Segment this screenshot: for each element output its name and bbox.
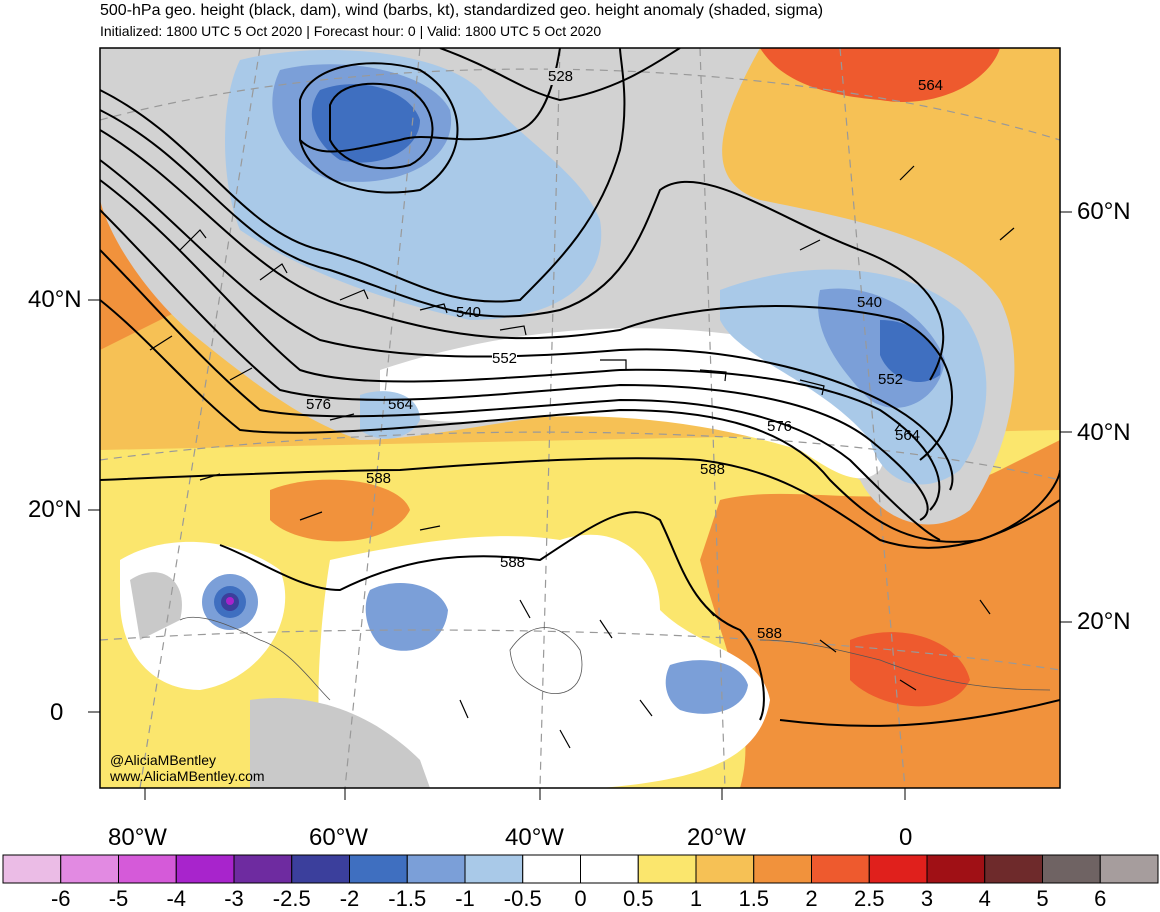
colorbar-swatch [811, 854, 870, 884]
lon-label: 20°W [687, 824, 746, 851]
colorbar-swatch [580, 854, 639, 884]
colorbar-tick-label: -2 [339, 886, 360, 911]
contour-label: 564 [918, 77, 944, 94]
colorbar-tick-label: 6 [1094, 886, 1107, 911]
anomaly-red-africa [850, 632, 970, 707]
anomaly-blue-greenland-3 [311, 84, 420, 163]
colorbar-tick-label: -0.5 [503, 886, 542, 911]
lon-label: 80°W [108, 824, 167, 851]
colorbar-swatch [637, 854, 697, 884]
colorbar-tick-label: 4 [978, 886, 991, 911]
colorbar-tick-label: 1.5 [738, 886, 770, 911]
colorbar-swatch [2, 854, 62, 884]
colorbar-tick-label: -4 [166, 886, 187, 911]
anomaly-blue-europe-3 [880, 320, 941, 383]
map-title: 500-hPa geo. height (black, dam), wind (… [100, 2, 824, 19]
colorbar-swatch [60, 854, 119, 884]
contour-label: 528 [548, 68, 574, 85]
colorbar-tick-label: 5 [1036, 886, 1049, 911]
colorbar-tick-label: -3 [224, 886, 244, 911]
contour-label: 588 [757, 625, 783, 642]
colorbar-swatch [406, 854, 466, 884]
contour-label: 552 [878, 371, 904, 388]
colorbar-tick-label: -6 [50, 886, 71, 911]
colorbar-swatch [695, 854, 755, 884]
lon-label: 40°W [505, 824, 564, 851]
colorbar-tick-label: 0.5 [622, 886, 654, 911]
colorbar-tick-label: 2.5 [853, 886, 885, 911]
credit-website: www.AliciaMBentley.com [110, 768, 265, 784]
coastlines [179, 616, 1051, 701]
frame-ticks [88, 211, 1072, 800]
colorbar-swatch [1099, 854, 1159, 884]
height-contours [100, 48, 1060, 727]
anomaly-blue-tropics-2 [665, 660, 748, 714]
map-frame [99, 47, 1061, 789]
contour-label: 576 [767, 418, 793, 435]
colorbar-swatch [464, 854, 524, 884]
colorbar-swatch [868, 854, 928, 884]
land-south-america [250, 698, 430, 788]
wind-barbs [149, 165, 1015, 749]
colorbar-swatch [175, 854, 235, 884]
colorbar-tick-label: 1 [689, 886, 703, 911]
colorbar-swatch [753, 854, 812, 884]
contour-label: 564 [388, 396, 414, 413]
anomaly-blue-tropics-1 [365, 582, 448, 651]
credit-handle: @AliciaMBentley [110, 752, 217, 768]
lat-label-left: 20°N [28, 496, 82, 523]
contour-label: 540 [857, 294, 883, 311]
lat-label-right: 20°N [1077, 608, 1131, 635]
colorbar-tick-label: 0 [574, 886, 587, 911]
contour-label: 564 [895, 427, 921, 444]
colorbar-swatch [118, 854, 177, 884]
contour-label: 540 [456, 304, 482, 321]
colorbar-tick-label: -5 [108, 886, 129, 911]
colorbar-swatch [349, 854, 408, 884]
lon-label: 60°W [309, 824, 368, 851]
lon-label: 0 [899, 824, 913, 851]
lat-label-left: 0 [50, 699, 64, 726]
colorbar-tick-label: -1 [455, 886, 475, 911]
map-subtitle: Initialized: 1800 UTC 5 Oct 2020 | Forec… [100, 23, 602, 39]
anomaly-red-scandinavia [760, 48, 1000, 102]
lat-label-left: 40°N [28, 286, 82, 313]
colorbar-swatch [984, 854, 1043, 884]
colorbar-tick-label: 3 [920, 886, 934, 911]
contour-label: 576 [306, 396, 332, 413]
contour-label: 588 [500, 554, 526, 571]
colorbar-swatch [1042, 854, 1101, 884]
contour-label: 552 [492, 350, 518, 367]
colorbar-tick-label: -2.5 [272, 886, 311, 911]
anomaly-orange-africa [700, 440, 1060, 788]
lat-label-right: 60°N [1077, 198, 1131, 225]
contour-label: 588 [366, 470, 392, 487]
contour-label: 588 [700, 461, 726, 478]
colorbar-swatch [522, 854, 581, 884]
colorbar-tick-label: 2 [805, 886, 818, 911]
colorbar-swatch [233, 854, 293, 884]
colorbar-swatch [291, 854, 350, 884]
land-south-america-2 [130, 572, 182, 640]
colorbar-swatch [926, 854, 986, 884]
colorbar-tick-label: -1.5 [388, 886, 427, 911]
lat-label-right: 40°N [1077, 419, 1131, 446]
